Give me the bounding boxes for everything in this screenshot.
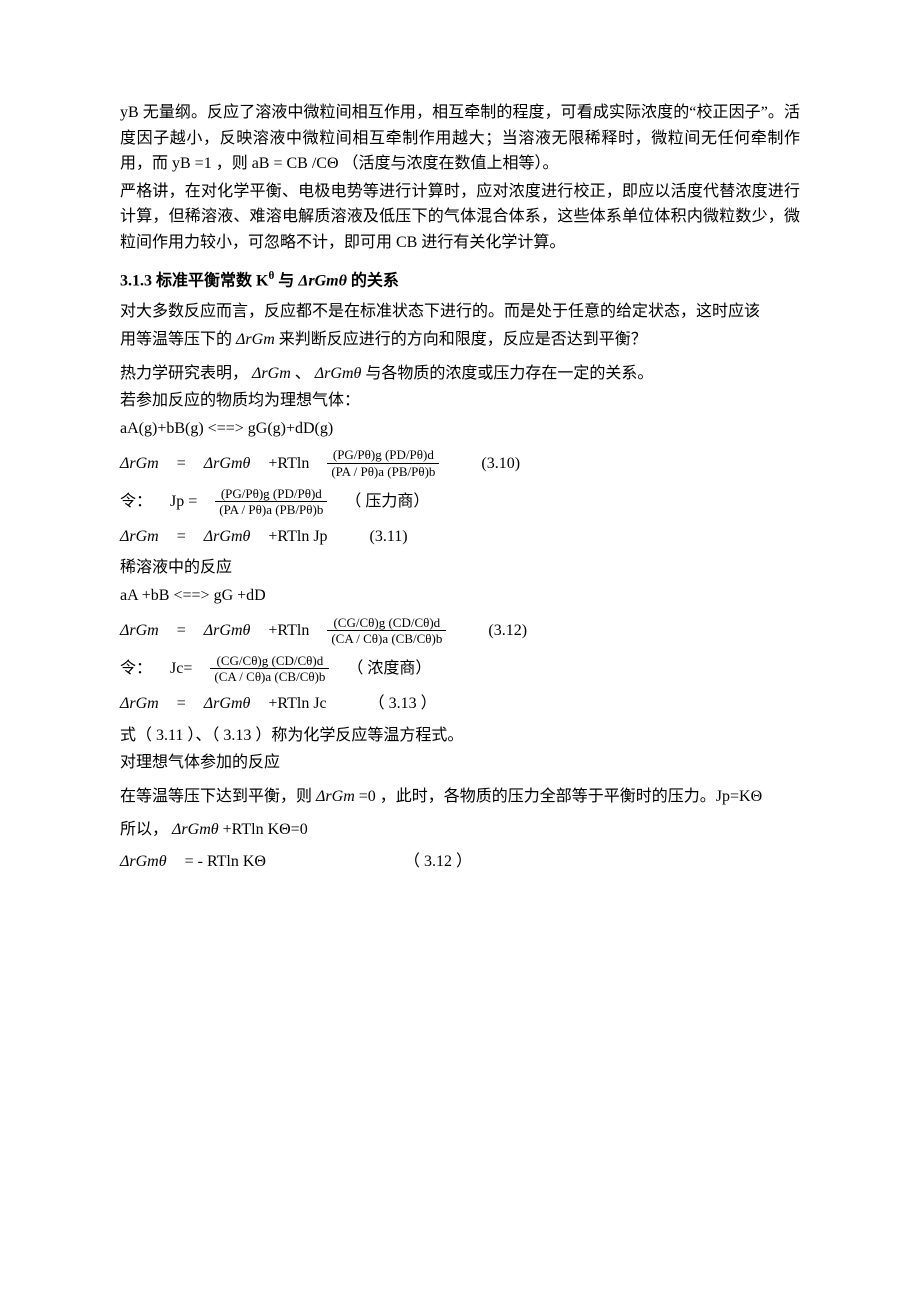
jc-denominator: (CA / Cθ)a (CB/Cθ)b [327,630,446,647]
paragraph-yb: yB 无量纲。反应了溶液中微粒间相互作用，相互牵制的程度，可看成实际浓度的“校正… [120,100,800,177]
paragraph-most-reactions: 对大多数反应而言，反应都不是在标准状态下进行的。而是处于任意的给定状态，这时应该 [120,299,800,325]
text-9a: 在等温等压下达到平衡，则 [120,788,312,805]
jc-fraction-2: (CG/Cθ)g (CD/Cθ)d (CA / Cθ)a (CB/Cθ)b [210,653,329,685]
delta-g-symbol: ΔrGm [236,331,275,348]
section-title-part-b: 与 [278,272,294,289]
paragraph-dilute: 稀溶液中的反应 [120,555,800,581]
equals-sign-4: = [177,691,186,717]
paragraph-therefore: 所以， ΔrGmθ +RTln KΘ=0 [120,817,800,843]
text-10a: 所以， [120,821,168,838]
delta-g-std-lhs: ΔrGmθ [120,849,167,875]
jp-definition: 令： Jp = (PG/Pθ)g (PD/Pθ)d (PA / Pθ)a (PB… [120,486,800,518]
jp-denominator-2: (PA / Pθ)a (PB/Pθ)b [215,501,327,518]
section-title-part-a: 标准平衡常数 K [156,272,268,289]
equals-sign: = [177,451,186,477]
jc-numerator-2: (CG/Cθ)g (CD/Cθ)d [210,653,329,669]
jc-equals: Jc= [170,656,192,682]
rtln-text: +RTln [268,451,309,477]
equals-sign-2: = [177,524,186,550]
delta-g-std-rhs-4: ΔrGmθ [204,691,251,717]
paragraph-thermodynamics: 热力学研究表明， ΔrGm 、 ΔrGmθ 与各物质的浓度或压力存在一定的关系。 [120,361,800,387]
jc-numerator: (CG/Cθ)g (CD/Cθ)d [327,615,446,631]
text-10b: +RTln KΘ=0 [223,821,308,838]
jc-fraction: (CG/Cθ)g (CD/Cθ)d (CA / Cθ)a (CB/Cθ)b [327,615,446,647]
jp-equals: Jp = [170,489,197,515]
jp-denominator: (PA / Pθ)a (PB/Pθ)b [327,463,439,480]
equation-3-12: ΔrGm = ΔrGmθ +RTln (CG/Cθ)g (CD/Cθ)d (CA… [120,615,800,647]
delta-g-lhs-3: ΔrGm [120,618,159,644]
delta-g-lhs-4: ΔrGm [120,691,159,717]
text-4c: 与各物质的浓度或压力存在一定的关系。 [365,365,653,382]
rtln-jc: +RTln Jc [268,691,326,717]
text-9b: =0 ，此时，各物质的压力全部等于平衡时的压力。Jp=KΘ [359,788,762,805]
paragraph-isothermal-eq: 式（ 3.11 ）、（ 3.13 ）称为化学反应等温方程式。 [120,723,800,749]
rtln-jp: +RTln Jp [268,524,327,550]
equation-3-11: ΔrGm = ΔrGmθ +RTln Jp (3.11) [120,524,800,550]
equation-number-3-10: (3.10) [481,451,520,477]
text-3b-a: 用等温等压下的 [120,331,232,348]
jc-denominator-2: (CA / Cθ)a (CB/Cθ)b [210,668,329,685]
delta-g-std-symbol-3: ΔrGmθ [172,821,219,838]
delta-g-symbol-2: ΔrGm [252,365,291,382]
jc-note: （ 浓度商） [347,656,431,682]
equation-number-3-12b: （ 3.12 ） [404,849,472,875]
jp-numerator-2: (PG/Pθ)g (PD/Pθ)d [215,486,327,502]
delta-g-std-symbol: ΔrGmθ [298,272,347,289]
equation-3-12b: ΔrGmθ = - RTln KΘ （ 3.12 ） [120,849,800,875]
delta-g-lhs-2: ΔrGm [120,524,159,550]
reaction-equation-2: aA +bB <==> gG +dD [120,583,800,609]
let-label: 令： [120,489,152,515]
jp-numerator: (PG/Pθ)g (PD/Pθ)d [327,447,439,463]
paragraph-ideal-gas: 若参加反应的物质均为理想气体： [120,388,800,414]
equation-3-13: ΔrGm = ΔrGmθ +RTln Jc （ 3.13 ） [120,691,800,717]
text-4a: 热力学研究表明， [120,365,248,382]
paragraph-ideal-gas-2: 对理想气体参加的反应 [120,750,800,776]
equation-number-3-13: （ 3.13 ） [369,691,437,717]
delta-g-std-rhs: ΔrGmθ [204,451,251,477]
jp-note: （ 压力商） [345,489,429,515]
delta-g-std-rhs-3: ΔrGmθ [204,618,251,644]
equation-number-3-12: (3.12) [488,618,527,644]
delta-g-std-symbol-2: ΔrGmθ [315,365,362,382]
reaction-equation-1: aA(g)+bB(g) <==> gG(g)+dD(g) [120,416,800,442]
equation-3-10: ΔrGm = ΔrGmθ +RTln (PG/Pθ)g (PD/Pθ)d (PA… [120,447,800,479]
let-label-2: 令： [120,656,152,682]
paragraph-equilibrium: 在等温等压下达到平衡，则 ΔrGm =0 ，此时，各物质的压力全部等于平衡时的压… [120,784,800,810]
text-11b: = - RTln KΘ [185,849,266,875]
delta-g-lhs: ΔrGm [120,451,159,477]
jc-definition: 令： Jc= (CG/Cθ)g (CD/Cθ)d (CA / Cθ)a (CB/… [120,653,800,685]
text-4b: 、 [295,365,311,382]
paragraph-strict: 严格讲，在对化学平衡、电极电势等进行计算时，应对浓度进行校正，即应以活度代替浓度… [120,179,800,256]
jp-fraction: (PG/Pθ)g (PD/Pθ)d (PA / Pθ)a (PB/Pθ)b [327,447,439,479]
delta-g-std-rhs-2: ΔrGmθ [204,524,251,550]
equals-sign-3: = [177,618,186,644]
section-title-part-c: 的关系 [351,272,399,289]
equation-number-3-11: (3.11) [370,524,408,550]
text-3b-b: 来判断反应进行的方向和限度，反应是否达到平衡？ [279,331,647,348]
rtln-text-2: +RTln [268,618,309,644]
paragraph-isothermal: 用等温等压下的 ΔrGm 来判断反应进行的方向和限度，反应是否达到平衡？ [120,327,800,353]
section-heading-3-1-3: 3.1.3 标准平衡常数 Kθ 与 ΔrGmθ 的关系 [120,268,800,294]
theta-superscript: θ [268,270,274,282]
jp-fraction-2: (PG/Pθ)g (PD/Pθ)d (PA / Pθ)a (PB/Pθ)b [215,486,327,518]
delta-g-symbol-3: ΔrGm [316,788,355,805]
section-number: 3.1.3 [120,272,152,289]
